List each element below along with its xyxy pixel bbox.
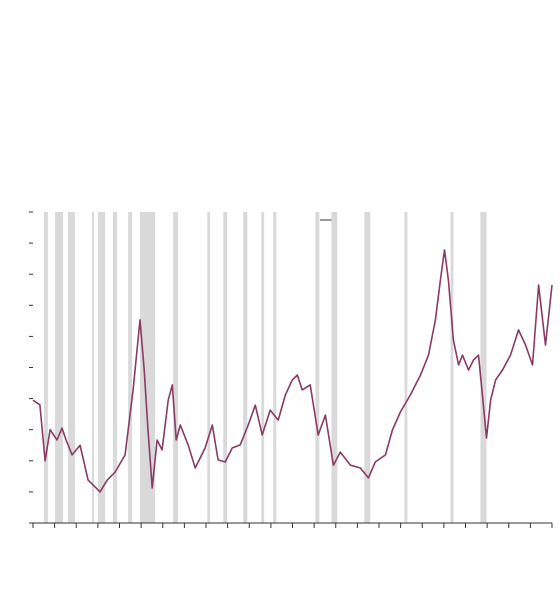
- recession-band: [128, 212, 133, 523]
- data-line: [32, 249, 553, 493]
- recession-band: [113, 212, 118, 523]
- recession-band: [404, 212, 408, 523]
- recession-band: [173, 212, 179, 523]
- recession-band: [273, 212, 277, 523]
- recession-band: [92, 212, 94, 523]
- recession-band: [68, 212, 75, 523]
- recession-band: [243, 212, 248, 523]
- recession-band: [44, 212, 48, 523]
- recession-band: [55, 212, 64, 523]
- recession-band: [331, 212, 338, 523]
- recession-band: [207, 212, 211, 523]
- recession-band: [364, 212, 371, 523]
- recession-band: [140, 212, 156, 523]
- recession-band: [450, 212, 454, 523]
- recession-band: [98, 212, 106, 523]
- recession-band: [261, 212, 265, 523]
- recession-band: [223, 212, 228, 523]
- recession-band: [480, 212, 487, 523]
- recession-band: [315, 212, 320, 523]
